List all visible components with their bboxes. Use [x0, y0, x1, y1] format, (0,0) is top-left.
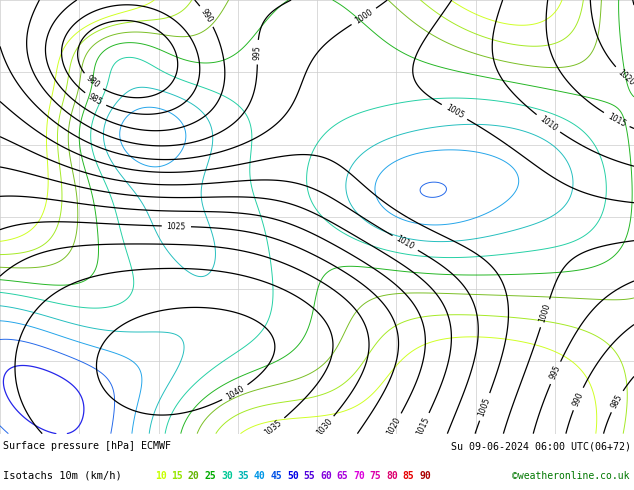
Text: 1030: 1030	[314, 417, 334, 438]
Text: 990: 990	[571, 391, 585, 407]
Text: 25: 25	[205, 471, 216, 481]
Text: 55: 55	[304, 471, 315, 481]
Text: 980: 980	[84, 74, 101, 90]
Text: 10: 10	[155, 471, 167, 481]
Text: 35: 35	[238, 471, 249, 481]
Text: 20: 20	[188, 471, 200, 481]
Text: Isotachs 10m (km/h): Isotachs 10m (km/h)	[3, 471, 122, 481]
Text: 1015: 1015	[606, 111, 627, 128]
Text: 1010: 1010	[538, 114, 559, 133]
Text: 50: 50	[287, 471, 299, 481]
Text: 65: 65	[337, 471, 348, 481]
Text: Su 09-06-2024 06:00 UTC(06+72): Su 09-06-2024 06:00 UTC(06+72)	[451, 441, 631, 451]
Text: 1020: 1020	[616, 68, 634, 87]
Text: ©weatheronline.co.uk: ©weatheronline.co.uk	[512, 471, 630, 481]
Text: 70: 70	[353, 471, 365, 481]
Text: 995: 995	[548, 364, 562, 381]
Text: 45: 45	[271, 471, 282, 481]
Text: 1040: 1040	[224, 384, 246, 401]
Text: 1035: 1035	[262, 418, 283, 437]
Text: 40: 40	[254, 471, 266, 481]
Text: 1025: 1025	[167, 221, 186, 231]
Text: 75: 75	[370, 471, 381, 481]
Text: 1015: 1015	[415, 416, 431, 437]
Text: 1005: 1005	[444, 103, 465, 121]
Text: 1010: 1010	[394, 234, 416, 252]
Text: 1000: 1000	[353, 7, 375, 25]
Text: 85: 85	[403, 471, 414, 481]
Text: 995: 995	[253, 45, 262, 60]
Text: 990: 990	[199, 7, 214, 24]
Text: 15: 15	[172, 471, 183, 481]
Text: Surface pressure [hPa] ECMWF: Surface pressure [hPa] ECMWF	[3, 441, 171, 451]
Text: 30: 30	[221, 471, 233, 481]
Text: 1005: 1005	[477, 396, 492, 417]
Text: 985: 985	[87, 92, 104, 107]
Text: 90: 90	[419, 471, 430, 481]
Text: 60: 60	[320, 471, 332, 481]
Text: 1000: 1000	[538, 303, 552, 324]
Text: 1020: 1020	[385, 416, 403, 437]
Text: 80: 80	[386, 471, 398, 481]
Text: 985: 985	[609, 393, 624, 410]
